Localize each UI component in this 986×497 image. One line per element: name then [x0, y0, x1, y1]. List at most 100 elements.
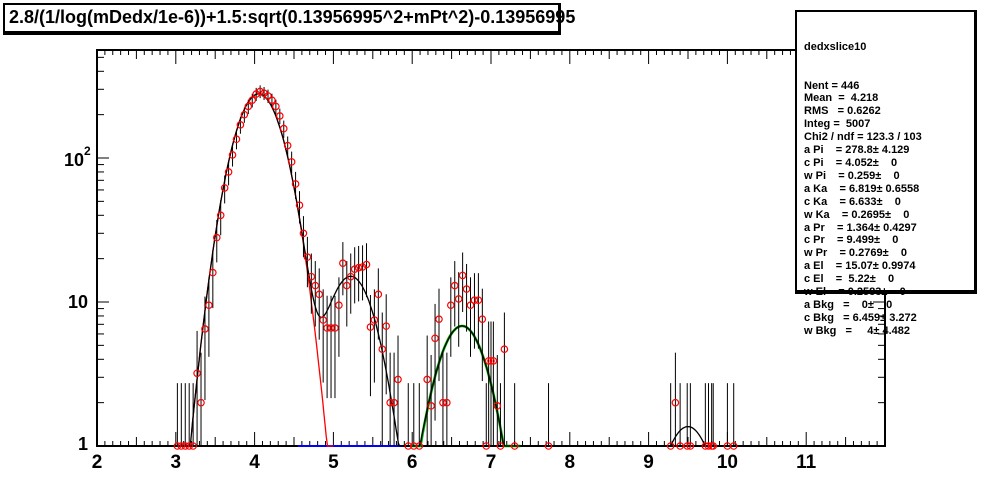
data-point	[272, 102, 280, 111]
data-point	[487, 357, 495, 365]
data-point	[366, 323, 375, 331]
stats-line: Chi2 / ndf = 123.3 / 103	[804, 131, 922, 144]
data-point	[331, 324, 339, 332]
data-point	[474, 296, 483, 304]
data-point	[358, 263, 367, 271]
data-point	[181, 442, 190, 450]
data-point	[248, 96, 257, 104]
data-point	[350, 265, 359, 273]
data-point	[484, 357, 493, 365]
x-tick-label: 4	[249, 452, 260, 473]
x-tick-label: 10	[717, 452, 738, 473]
data-point	[209, 268, 217, 277]
stats-line: w Bkg = 4± 4.482	[804, 324, 911, 337]
data-point	[466, 301, 475, 310]
data-point	[264, 92, 272, 100]
stats-title: dedxslice10	[804, 40, 867, 53]
data-point	[370, 316, 379, 324]
x-tick-label: 6	[407, 452, 418, 473]
data-point	[276, 112, 284, 120]
data-point	[244, 102, 253, 111]
data-point	[394, 375, 402, 384]
data-point	[291, 180, 300, 188]
data-point	[342, 281, 351, 290]
data-point	[671, 398, 680, 407]
data-point	[212, 233, 221, 242]
data-point	[676, 442, 684, 450]
data-point	[311, 281, 320, 290]
data-point	[496, 442, 505, 450]
y-tick-label: 1	[78, 434, 88, 454]
stats-box[interactable]: dedxslice10 Nent = 446 Mean = 4.218 RMS = …	[795, 10, 977, 337]
data-point	[439, 398, 447, 407]
data-point	[431, 334, 439, 343]
data-point	[279, 124, 288, 133]
y-tick-label: 10	[64, 150, 84, 170]
data-point	[409, 442, 418, 450]
data-point	[299, 229, 308, 238]
stats-line: a Pi = 278.8± 4.129	[804, 144, 910, 157]
x-axis-ticks	[96, 50, 886, 446]
y-tick-label: 10	[68, 292, 88, 312]
plot-title-box[interactable]: 2.8/(1/log(mDedx/1e-6))+1.5:sqrt(0.13956…	[3, 3, 575, 35]
data-point	[268, 96, 276, 104]
data-point	[295, 201, 304, 210]
data-point	[704, 442, 713, 450]
stats-line: a El = 15.07± 0.9974	[804, 260, 916, 273]
data-point	[462, 285, 471, 293]
data-point	[232, 135, 241, 144]
data-point	[220, 184, 229, 192]
stats-line: w Ka = 0.2695± 0	[804, 208, 910, 221]
data-point	[666, 442, 675, 450]
plot-title: 2.8/(1/log(mDedx/1e-6))+1.5:sqrt(0.13956…	[9, 7, 576, 27]
stats-line: c Pr = 9.499± 0	[804, 234, 899, 247]
data-point	[346, 272, 355, 281]
stats-line: Integ = 5007	[804, 118, 871, 131]
data-point	[228, 151, 237, 159]
data-point	[470, 296, 479, 304]
x-tick-label: 7	[486, 452, 497, 473]
stats-line: w Pi = 0.259± 0	[804, 169, 900, 182]
data-point	[415, 442, 424, 450]
data-point	[447, 301, 455, 310]
data-point	[489, 357, 498, 365]
data-point	[240, 110, 249, 119]
data-point	[500, 345, 509, 354]
data-point	[423, 375, 431, 384]
data-point	[427, 402, 435, 410]
data-point	[189, 442, 197, 450]
data-point	[193, 369, 201, 378]
stats-line: Nent = 446	[804, 79, 860, 92]
x-tick-label: 5	[328, 452, 339, 473]
x-tick-label: 11	[796, 452, 817, 473]
data-point	[236, 121, 245, 129]
data-point	[729, 442, 738, 450]
data-point	[686, 442, 695, 450]
x-axis-labels: 2 3 4 5 6 7 8 9 10 11	[92, 452, 817, 473]
stats-line: a Bkg = 0± 0	[804, 298, 893, 311]
stats-lines: Nent = 446 Mean = 4.218 RMS = 0.6262 Integ …	[804, 80, 974, 338]
data-point	[185, 442, 193, 450]
stats-line: RMS = 0.6262	[804, 105, 881, 118]
data-point	[319, 316, 327, 324]
data-point	[482, 442, 491, 450]
y-tick-label-exponent: 2	[84, 144, 91, 158]
stats-line: c Bkg = 6.459± 3.272	[804, 311, 917, 324]
data-point	[224, 168, 233, 176]
data-point	[435, 315, 443, 323]
data-point	[493, 402, 502, 410]
stats-line: w Pr = 0.2769± 0	[804, 247, 907, 260]
data-point	[709, 442, 718, 450]
data-point	[443, 398, 451, 407]
data-point	[197, 398, 205, 407]
data-point	[327, 324, 335, 332]
data-point	[450, 281, 459, 290]
data-markers	[173, 87, 738, 450]
data-point	[386, 398, 394, 407]
data-point	[382, 322, 390, 330]
data-point	[205, 301, 213, 310]
data-point	[287, 158, 296, 166]
data-point	[323, 324, 331, 332]
